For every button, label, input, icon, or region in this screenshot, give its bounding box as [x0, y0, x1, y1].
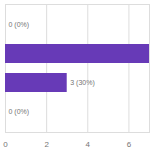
- svg-text:2: 2: [44, 140, 49, 149]
- svg-text:6: 6: [127, 140, 132, 149]
- svg-text:4: 4: [86, 140, 91, 149]
- svg-text:0 (0%): 0 (0%): [9, 108, 30, 116]
- svg-text:0 (0%): 0 (0%): [9, 21, 30, 29]
- svg-text:0: 0: [3, 140, 8, 149]
- svg-text:3 (30%): 3 (30%): [70, 79, 95, 87]
